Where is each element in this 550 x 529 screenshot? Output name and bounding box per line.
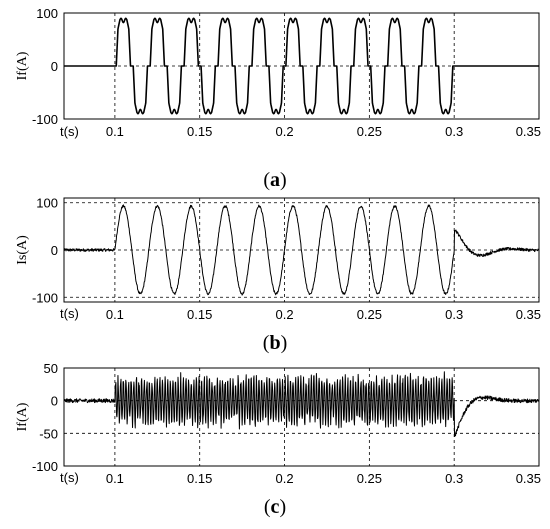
- x-tick-b-2: 0.2: [275, 307, 293, 322]
- y-axis-label-b: Is(A): [15, 235, 30, 265]
- x-tick-c-3: 0.25: [357, 471, 382, 486]
- y-tick-c-1: 0: [51, 394, 58, 409]
- y-tick-labels-c: 50 0 -50 -100: [32, 361, 58, 474]
- y-tick-a-2: -100: [32, 112, 58, 127]
- x-tick-c-1: 0.15: [187, 471, 212, 486]
- panel-a: 100 0 -100 0.1 0.15 0.2 0.25 0.3 0.35 t(s) If(A…: [15, 6, 541, 191]
- y-tick-a-0: 100: [36, 6, 58, 21]
- y-tick-a-1: 0: [51, 59, 58, 74]
- y-tick-b-2: -100: [32, 290, 58, 305]
- x-axis-label-b: t(s): [60, 306, 79, 321]
- x-tick-a-0: 0.1: [106, 124, 124, 139]
- x-tick-a-2: 0.2: [275, 124, 293, 139]
- panel-b: 100 0 -100 0.1 0.15 0.2 0.25 0.3 0.35 t(s) Is(A…: [15, 196, 541, 354]
- x-tick-b-1: 0.15: [187, 307, 212, 322]
- x-tick-labels-b: 0.1 0.15 0.2 0.25 0.3 0.35: [106, 307, 541, 322]
- y-axis-label-a: If(A): [15, 51, 30, 80]
- gridlines-b: [64, 198, 539, 302]
- y-tick-b-1: 0: [51, 243, 58, 258]
- x-tick-c-5: 0.35: [516, 471, 541, 486]
- x-tick-c-4: 0.3: [445, 471, 463, 486]
- y-tick-c-2: -50: [39, 426, 58, 441]
- x-axis-label-a: t(s): [60, 124, 79, 139]
- x-tick-labels-a: 0.1 0.15 0.2 0.25 0.3 0.35: [106, 124, 541, 139]
- y-tick-b-0: 100: [36, 196, 58, 211]
- x-tick-a-5: 0.35: [516, 124, 541, 139]
- x-tick-b-0: 0.1: [106, 307, 124, 322]
- x-tick-b-3: 0.25: [357, 307, 382, 322]
- x-tick-b-5: 0.35: [516, 307, 541, 322]
- caption-a: (a): [263, 169, 286, 191]
- x-axis-label-c: t(s): [60, 470, 79, 485]
- x-tick-a-3: 0.25: [357, 124, 382, 139]
- y-axis-label-c: If(A): [15, 402, 30, 431]
- if-trace-a: [63, 17, 540, 115]
- is-trace-b: [63, 204, 540, 296]
- y-tick-labels-b: 100 0 -100: [32, 196, 58, 306]
- y-tick-labels-a: 100 0 -100: [32, 6, 58, 127]
- x-tick-a-4: 0.3: [445, 124, 463, 139]
- x-tick-labels-c: 0.1 0.15 0.2 0.25 0.3 0.35: [106, 471, 541, 486]
- y-tick-c-0: 50: [44, 361, 58, 376]
- gridlines-a: [64, 13, 539, 119]
- x-tick-a-1: 0.15: [187, 124, 212, 139]
- x-tick-c-0: 0.1: [106, 471, 124, 486]
- panel-c: 50 0 -50 -100 0.1 0.15 0.2 0.25 0.3 0.35 t(s) If…: [15, 361, 541, 518]
- y-tick-c-3: -100: [32, 459, 58, 474]
- caption-b: (b): [263, 332, 287, 354]
- caption-c: (c): [264, 496, 286, 518]
- x-tick-b-4: 0.3: [445, 307, 463, 322]
- if-trace-c: [63, 371, 540, 437]
- x-tick-c-2: 0.2: [275, 471, 293, 486]
